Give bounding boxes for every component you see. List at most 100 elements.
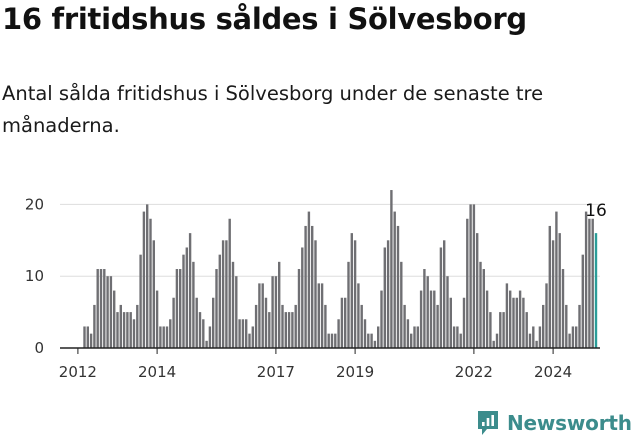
- bar: [429, 290, 433, 348]
- bar: [172, 297, 175, 348]
- bar: [317, 283, 320, 348]
- bar: [528, 333, 532, 348]
- bar: [126, 312, 129, 348]
- bar: [109, 276, 113, 348]
- bar: [221, 240, 225, 348]
- brand-name: Newsworthy: [507, 411, 631, 435]
- bar: [584, 211, 588, 348]
- bar: [185, 247, 188, 348]
- bar: [551, 240, 555, 348]
- bar: [205, 340, 208, 348]
- last-value-label: 16: [585, 201, 607, 221]
- bar: [215, 269, 218, 348]
- bar: [594, 233, 598, 348]
- bar: [106, 276, 109, 348]
- bar: [245, 319, 248, 348]
- bar: [370, 333, 373, 348]
- bar: [208, 326, 212, 348]
- bar: [439, 247, 443, 348]
- bar: [403, 304, 406, 348]
- bar: [122, 312, 126, 348]
- bar: [235, 276, 238, 348]
- bar: [347, 261, 350, 348]
- bar: [588, 218, 591, 348]
- bar: [162, 326, 165, 348]
- newsworthy-logo-icon: [478, 411, 498, 435]
- bar: [86, 326, 89, 348]
- bar: [149, 218, 152, 348]
- bar: [571, 326, 575, 348]
- bar: [410, 333, 413, 348]
- bar: [96, 269, 99, 348]
- bar: [271, 276, 274, 348]
- bar: [518, 290, 522, 348]
- bar: [311, 225, 314, 348]
- bar: [278, 261, 281, 348]
- bar: [416, 326, 419, 348]
- x-tick-label: 2024: [534, 363, 572, 381]
- bar: [119, 304, 122, 348]
- bar: [83, 326, 86, 348]
- bar: [568, 333, 571, 348]
- bar: [340, 297, 344, 348]
- bar: [505, 283, 509, 348]
- bar: [377, 326, 380, 348]
- newsworthy-logo[interactable]: Newsworthy: [476, 408, 631, 438]
- x-tick-label: 2017: [257, 363, 295, 381]
- bar: [512, 297, 515, 348]
- bar: [228, 218, 231, 348]
- y-tick-label: 20: [25, 195, 44, 213]
- bar: [261, 283, 264, 348]
- bar: [320, 283, 324, 348]
- bar: [231, 261, 235, 348]
- bar: [304, 225, 307, 348]
- bar: [419, 290, 423, 348]
- bar: [254, 304, 258, 348]
- bar: [182, 254, 185, 348]
- bar: [367, 333, 370, 348]
- bar: [456, 326, 459, 348]
- bar: [301, 247, 304, 348]
- bar: [195, 297, 198, 348]
- bar: [142, 211, 146, 348]
- headline: 16 fritidshus såldes i Sölvesborg: [2, 2, 527, 36]
- bar: [287, 312, 291, 348]
- bar: [479, 261, 482, 348]
- bar: [165, 326, 169, 348]
- bar: [400, 261, 403, 348]
- bar: [390, 190, 393, 348]
- bar: [99, 269, 103, 348]
- bar: [159, 326, 162, 348]
- bar: [393, 211, 396, 348]
- bar: [423, 269, 426, 348]
- bar: [268, 312, 271, 348]
- bar: [575, 326, 578, 348]
- bar: [188, 233, 192, 348]
- bar: [459, 333, 462, 348]
- bar: [248, 333, 251, 348]
- bar: [452, 326, 456, 348]
- bar: [241, 319, 245, 348]
- bar: [264, 297, 268, 348]
- x-tick-label: 2022: [455, 363, 493, 381]
- bar: [136, 304, 139, 348]
- bar: [561, 269, 565, 348]
- bar: [386, 240, 390, 348]
- bar: [383, 247, 386, 348]
- bar: [155, 290, 159, 348]
- bar: [373, 340, 377, 348]
- bar: [116, 312, 119, 348]
- bar: [360, 304, 363, 348]
- bar: [179, 269, 182, 348]
- bar: [515, 297, 518, 348]
- bar: [565, 304, 568, 348]
- bar: [578, 304, 581, 348]
- bar: [307, 211, 311, 348]
- bar: [482, 269, 485, 348]
- bar: [542, 304, 545, 348]
- bar: [113, 290, 116, 348]
- bar: [466, 218, 469, 348]
- bar: [89, 333, 93, 348]
- bar: [535, 340, 538, 348]
- bar: [555, 211, 558, 348]
